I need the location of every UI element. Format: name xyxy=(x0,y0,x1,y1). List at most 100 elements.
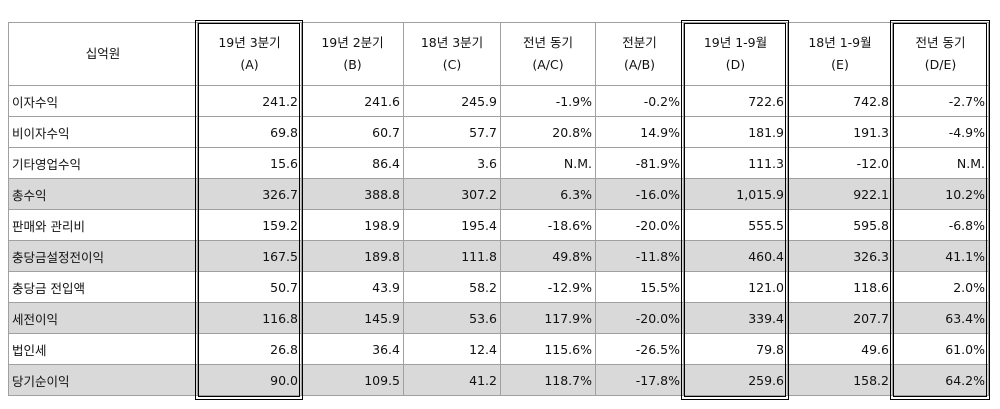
header-line: (C) xyxy=(442,57,462,72)
cell-value: N.M. xyxy=(892,147,989,179)
cell-value: N.M. xyxy=(500,147,596,179)
cell-value: 259.6 xyxy=(683,364,788,396)
cell-value: 241.6 xyxy=(301,85,404,117)
cell-value: 69.8 xyxy=(197,116,302,148)
header-line: (A/C) xyxy=(532,57,564,72)
unit-header: 십억원 xyxy=(8,22,198,86)
column-header: 전분기 (A/B) xyxy=(595,22,684,86)
cell-value: 63.4% xyxy=(892,302,989,334)
cell-value: -20.0% xyxy=(595,302,684,334)
column-header: 19년 3분기 (A) xyxy=(197,22,302,86)
cell-value: 43.9 xyxy=(301,271,404,303)
cell-value: 20.8% xyxy=(500,116,596,148)
cell-value: 167.5 xyxy=(197,240,302,272)
header-line: 19년 1-9월 xyxy=(703,35,768,50)
table-row: 법인세 26.8 36.4 12.4 115.6% -26.5% 79.8 49.6 61.0% xyxy=(8,333,989,365)
cell-value: -6.8% xyxy=(892,209,989,241)
cell-value: 10.2% xyxy=(892,178,989,210)
cell-value: 36.4 xyxy=(301,333,404,365)
table-row: 당기순이익 90.0 109.5 41.2 118.7% -17.8% 259.6 158.2… xyxy=(8,364,989,396)
cell-value: 326.7 xyxy=(197,178,302,210)
cell-value: 111.3 xyxy=(683,147,788,179)
cell-value: 460.4 xyxy=(683,240,788,272)
table-row: 충당금 전입액 50.7 43.9 58.2 -12.9% 15.5% 121.0 118.6… xyxy=(8,271,989,303)
cell-value: 15.5% xyxy=(595,271,684,303)
cell-value: -1.9% xyxy=(500,85,596,117)
row-label: 총수익 xyxy=(8,178,198,210)
table-row: 세전이익 116.8 145.9 53.6 117.9% -20.0% 339.4 207.7… xyxy=(8,302,989,334)
cell-value: 41.1% xyxy=(892,240,989,272)
column-header: 전년 동기 (A/C) xyxy=(500,22,596,86)
cell-value: 90.0 xyxy=(197,364,302,396)
row-label: 충당금 전입액 xyxy=(8,271,198,303)
table-row: 판매와 관리비 159.2 198.9 195.4 -18.6% -20.0% 555.5 5… xyxy=(8,209,989,241)
row-label: 충당금설정전이익 xyxy=(8,240,198,272)
table-row: 총수익 326.7 388.8 307.2 6.3% -16.0% 1,015.9 922.1… xyxy=(8,178,989,210)
table-row: 충당금설정전이익 167.5 189.8 111.8 49.8% -11.8% 460.4 3… xyxy=(8,240,989,272)
cell-value: 50.7 xyxy=(197,271,302,303)
cell-value: 61.0% xyxy=(892,333,989,365)
header-line: 19년 3분기 xyxy=(218,35,281,50)
cell-value: 118.7% xyxy=(500,364,596,396)
header-line: 전년 동기 xyxy=(915,35,966,50)
cell-value: 49.8% xyxy=(500,240,596,272)
cell-value: 189.8 xyxy=(301,240,404,272)
cell-value: 26.8 xyxy=(197,333,302,365)
column-header: 18년 1-9월 (E) xyxy=(787,22,893,86)
row-label: 판매와 관리비 xyxy=(8,209,198,241)
cell-value: 198.9 xyxy=(301,209,404,241)
cell-value: 326.3 xyxy=(787,240,893,272)
header-line: (A) xyxy=(240,57,259,72)
cell-value: 115.6% xyxy=(500,333,596,365)
header-row: 십억원 19년 3분기 (A) 19년 2분기 (B) 18년 3분기 (C) 전년 동기 (… xyxy=(8,22,989,86)
column-header: 18년 3분기 (C) xyxy=(403,22,501,86)
cell-value: 158.2 xyxy=(787,364,893,396)
cell-value: 12.4 xyxy=(403,333,501,365)
cell-value: 195.4 xyxy=(403,209,501,241)
row-label: 기타영업수익 xyxy=(8,147,198,179)
cell-value: -2.7% xyxy=(892,85,989,117)
cell-value: -16.0% xyxy=(595,178,684,210)
column-header: 19년 2분기 (B) xyxy=(301,22,404,86)
header-line: (A/B) xyxy=(623,57,656,72)
cell-value: 14.9% xyxy=(595,116,684,148)
cell-value: 181.9 xyxy=(683,116,788,148)
cell-value: 241.2 xyxy=(197,85,302,117)
header-line: 전분기 xyxy=(622,35,657,50)
cell-value: 339.4 xyxy=(683,302,788,334)
cell-value: 3.6 xyxy=(403,147,501,179)
table-row: 기타영업수익 15.6 86.4 3.6 N.M. -81.9% 111.3 -12.0 N.M… xyxy=(8,147,989,179)
cell-value: 922.1 xyxy=(787,178,893,210)
column-header: 19년 1-9월 (D) xyxy=(683,22,788,86)
cell-value: -20.0% xyxy=(595,209,684,241)
cell-value: 2.0% xyxy=(892,271,989,303)
cell-value: 207.7 xyxy=(787,302,893,334)
cell-value: 245.9 xyxy=(403,85,501,117)
cell-value: 307.2 xyxy=(403,178,501,210)
header-line: (B) xyxy=(343,57,362,72)
cell-value: 41.2 xyxy=(403,364,501,396)
cell-value: 388.8 xyxy=(301,178,404,210)
cell-value: 118.6 xyxy=(787,271,893,303)
cell-value: 60.7 xyxy=(301,116,404,148)
row-label: 세전이익 xyxy=(8,302,198,334)
cell-value: -18.6% xyxy=(500,209,596,241)
cell-value: -26.5% xyxy=(595,333,684,365)
header-line: (D) xyxy=(725,57,746,72)
header-line: 전년 동기 xyxy=(523,35,573,50)
cell-value: 117.9% xyxy=(500,302,596,334)
cell-value: 121.0 xyxy=(683,271,788,303)
cell-value: 116.8 xyxy=(197,302,302,334)
header-line: 18년 3분기 xyxy=(420,35,484,50)
cell-value: 595.8 xyxy=(787,209,893,241)
cell-value: 159.2 xyxy=(197,209,302,241)
row-label: 당기순이익 xyxy=(8,364,198,396)
cell-value: 57.7 xyxy=(403,116,501,148)
cell-value: 53.6 xyxy=(403,302,501,334)
cell-value: 145.9 xyxy=(301,302,404,334)
cell-value: 111.8 xyxy=(403,240,501,272)
row-label: 이자수익 xyxy=(8,85,198,117)
cell-value: 742.8 xyxy=(787,85,893,117)
cell-value: 722.6 xyxy=(683,85,788,117)
table-body: 이자수익 241.2 241.6 245.9 -1.9% -0.2% 722.6 742.8-… xyxy=(8,85,989,396)
